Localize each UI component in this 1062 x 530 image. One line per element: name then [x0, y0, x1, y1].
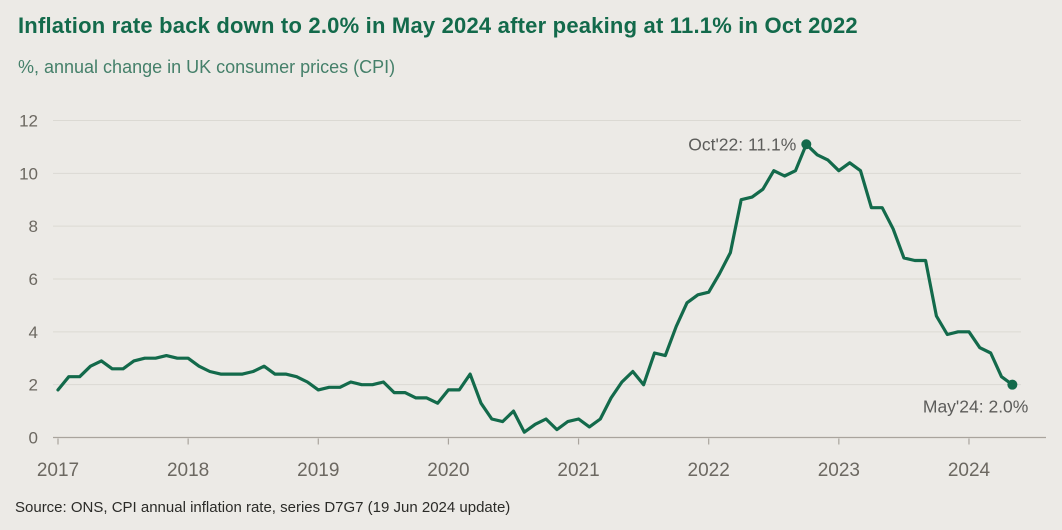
y-axis-tick-label: 8 [29, 217, 38, 236]
cpi-line [56, 142, 1014, 434]
x-axis-tick-label: 2024 [948, 460, 991, 481]
source-note: Source: ONS, CPI annual inflation rate, … [15, 499, 511, 516]
y-axis-tick-label: 2 [29, 376, 38, 395]
y-axis-tick-label: 6 [29, 270, 38, 289]
x-axis-tick-label: 2021 [557, 460, 599, 481]
x-axis-tick-label: 2018 [167, 460, 209, 481]
x-axis-tick-label: 2022 [688, 460, 730, 481]
annotation-label: May'24: 2.0% [923, 397, 1028, 417]
x-axis-tick-label: 2019 [297, 460, 339, 481]
y-axis-tick-label: 10 [19, 164, 38, 183]
y-axis-tick-label: 12 [19, 111, 38, 130]
x-axis-tick-label: 2017 [37, 460, 79, 481]
annotation-label: Oct'22: 11.1% [688, 134, 796, 154]
chart-subtitle: %, annual change in UK consumer prices (… [18, 57, 396, 77]
annotation-dot [1007, 379, 1018, 390]
y-axis-tick-label: 0 [29, 429, 38, 448]
y-axis-tick-label: 4 [29, 323, 38, 342]
annotation-dot [801, 139, 812, 150]
x-axis-tick-label: 2023 [818, 460, 860, 481]
x-axis-tick-label: 2020 [427, 460, 469, 481]
chart-title: Inflation rate back down to 2.0% in May … [18, 13, 858, 38]
